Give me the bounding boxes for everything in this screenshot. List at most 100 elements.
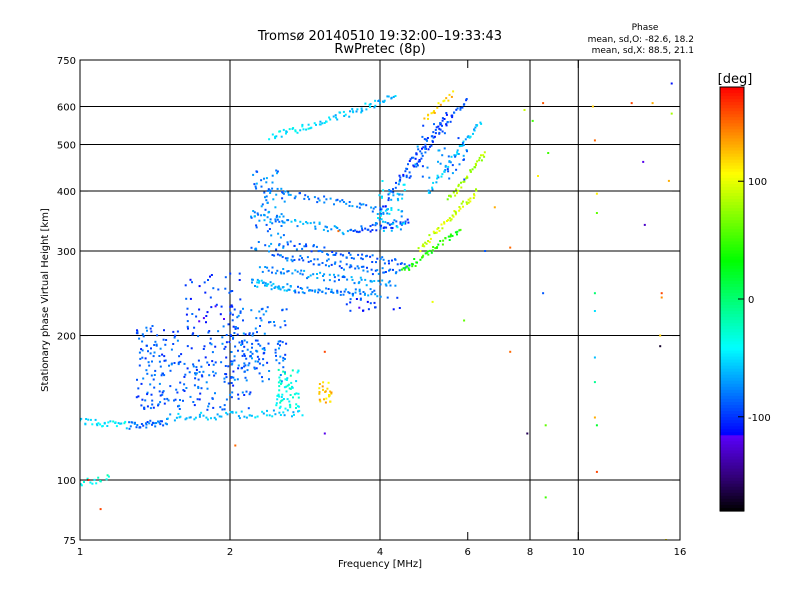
echo-point [314,225,317,228]
echo-point [128,421,131,424]
echo-point [280,213,283,216]
echo-point [209,342,212,345]
echo-point [445,112,448,114]
echo-point [593,416,596,419]
echo-point [99,508,102,511]
echo-point [463,319,466,322]
echo-point [433,123,435,126]
echo-point [357,267,360,270]
echo-point [537,175,539,177]
echo-point [382,220,384,223]
echo-point [192,332,195,335]
echo-point [321,290,324,293]
echo-point [151,403,154,406]
echo-point [382,211,385,214]
echo-point [177,412,180,415]
echo-point [349,253,352,256]
colorbar-band [720,274,744,279]
echo-point [381,267,384,270]
echo-point [286,398,289,401]
echo-point [344,288,347,291]
echo-point [260,308,263,311]
echo-point [660,292,663,295]
echo-point [359,276,362,279]
colorbar-band [720,280,744,285]
echo-point [135,426,138,429]
echo-point [469,135,472,138]
echo-point [384,221,387,224]
echo-point [345,256,348,259]
echo-point [427,117,429,120]
echo-point [158,360,161,363]
echo-point [325,198,328,201]
echo-point [448,160,451,163]
colorbar-band [720,153,744,158]
echo-point [301,247,304,250]
echo-point [321,122,324,125]
echo-point [293,259,296,261]
echo-point [148,422,151,425]
echo-point [365,108,368,111]
echo-point [288,400,291,403]
echo-point [309,260,312,263]
echo-point [183,390,186,392]
echo-point [272,282,275,285]
echo-point [282,215,285,218]
echo-point [335,199,338,202]
echo-point [630,102,633,105]
echo-point [252,332,255,335]
echo-point [398,174,401,177]
echo-point [369,302,372,305]
echo-point [195,372,198,375]
echo-point [456,151,459,154]
echo-point [265,195,268,198]
echo-point [469,169,472,172]
echo-point [376,257,379,260]
echo-point [146,393,149,396]
echo-point [197,387,200,389]
echo-point [283,358,286,360]
echo-points [80,82,673,540]
echo-point [390,209,393,211]
echo-point [294,289,297,292]
echo-point [243,353,246,356]
echo-point [427,189,430,192]
echo-point [245,390,248,393]
echo-point [258,372,261,375]
echo-point [278,411,281,414]
echo-point [362,265,365,268]
echo-point [295,380,298,383]
colorbar-band [720,286,744,291]
echo-point [163,398,166,401]
echo-point [282,286,285,288]
colorbar-band [720,492,744,497]
echo-point [388,280,391,283]
echo-point [97,476,100,479]
echo-point [263,349,266,351]
echo-point [351,294,354,297]
echo-point [292,411,295,414]
echo-point [336,291,339,294]
echo-point [256,331,258,334]
echo-point [436,174,439,177]
echo-point [224,345,227,348]
echo-point [432,136,435,139]
echo-point [225,341,228,344]
echo-point [475,189,478,192]
echo-point [164,343,167,346]
echo-point [388,262,390,265]
echo-point [299,129,302,132]
echo-point [231,305,234,308]
echo-point [266,230,269,233]
echo-point [327,258,330,261]
echo-point [469,197,472,200]
echo-point [432,230,435,233]
echo-point [452,90,455,93]
echo-point [385,226,388,229]
echo-point [291,260,294,263]
echo-point [359,297,362,300]
echo-point [483,155,486,158]
echo-point [264,196,266,199]
echo-point [169,369,172,372]
